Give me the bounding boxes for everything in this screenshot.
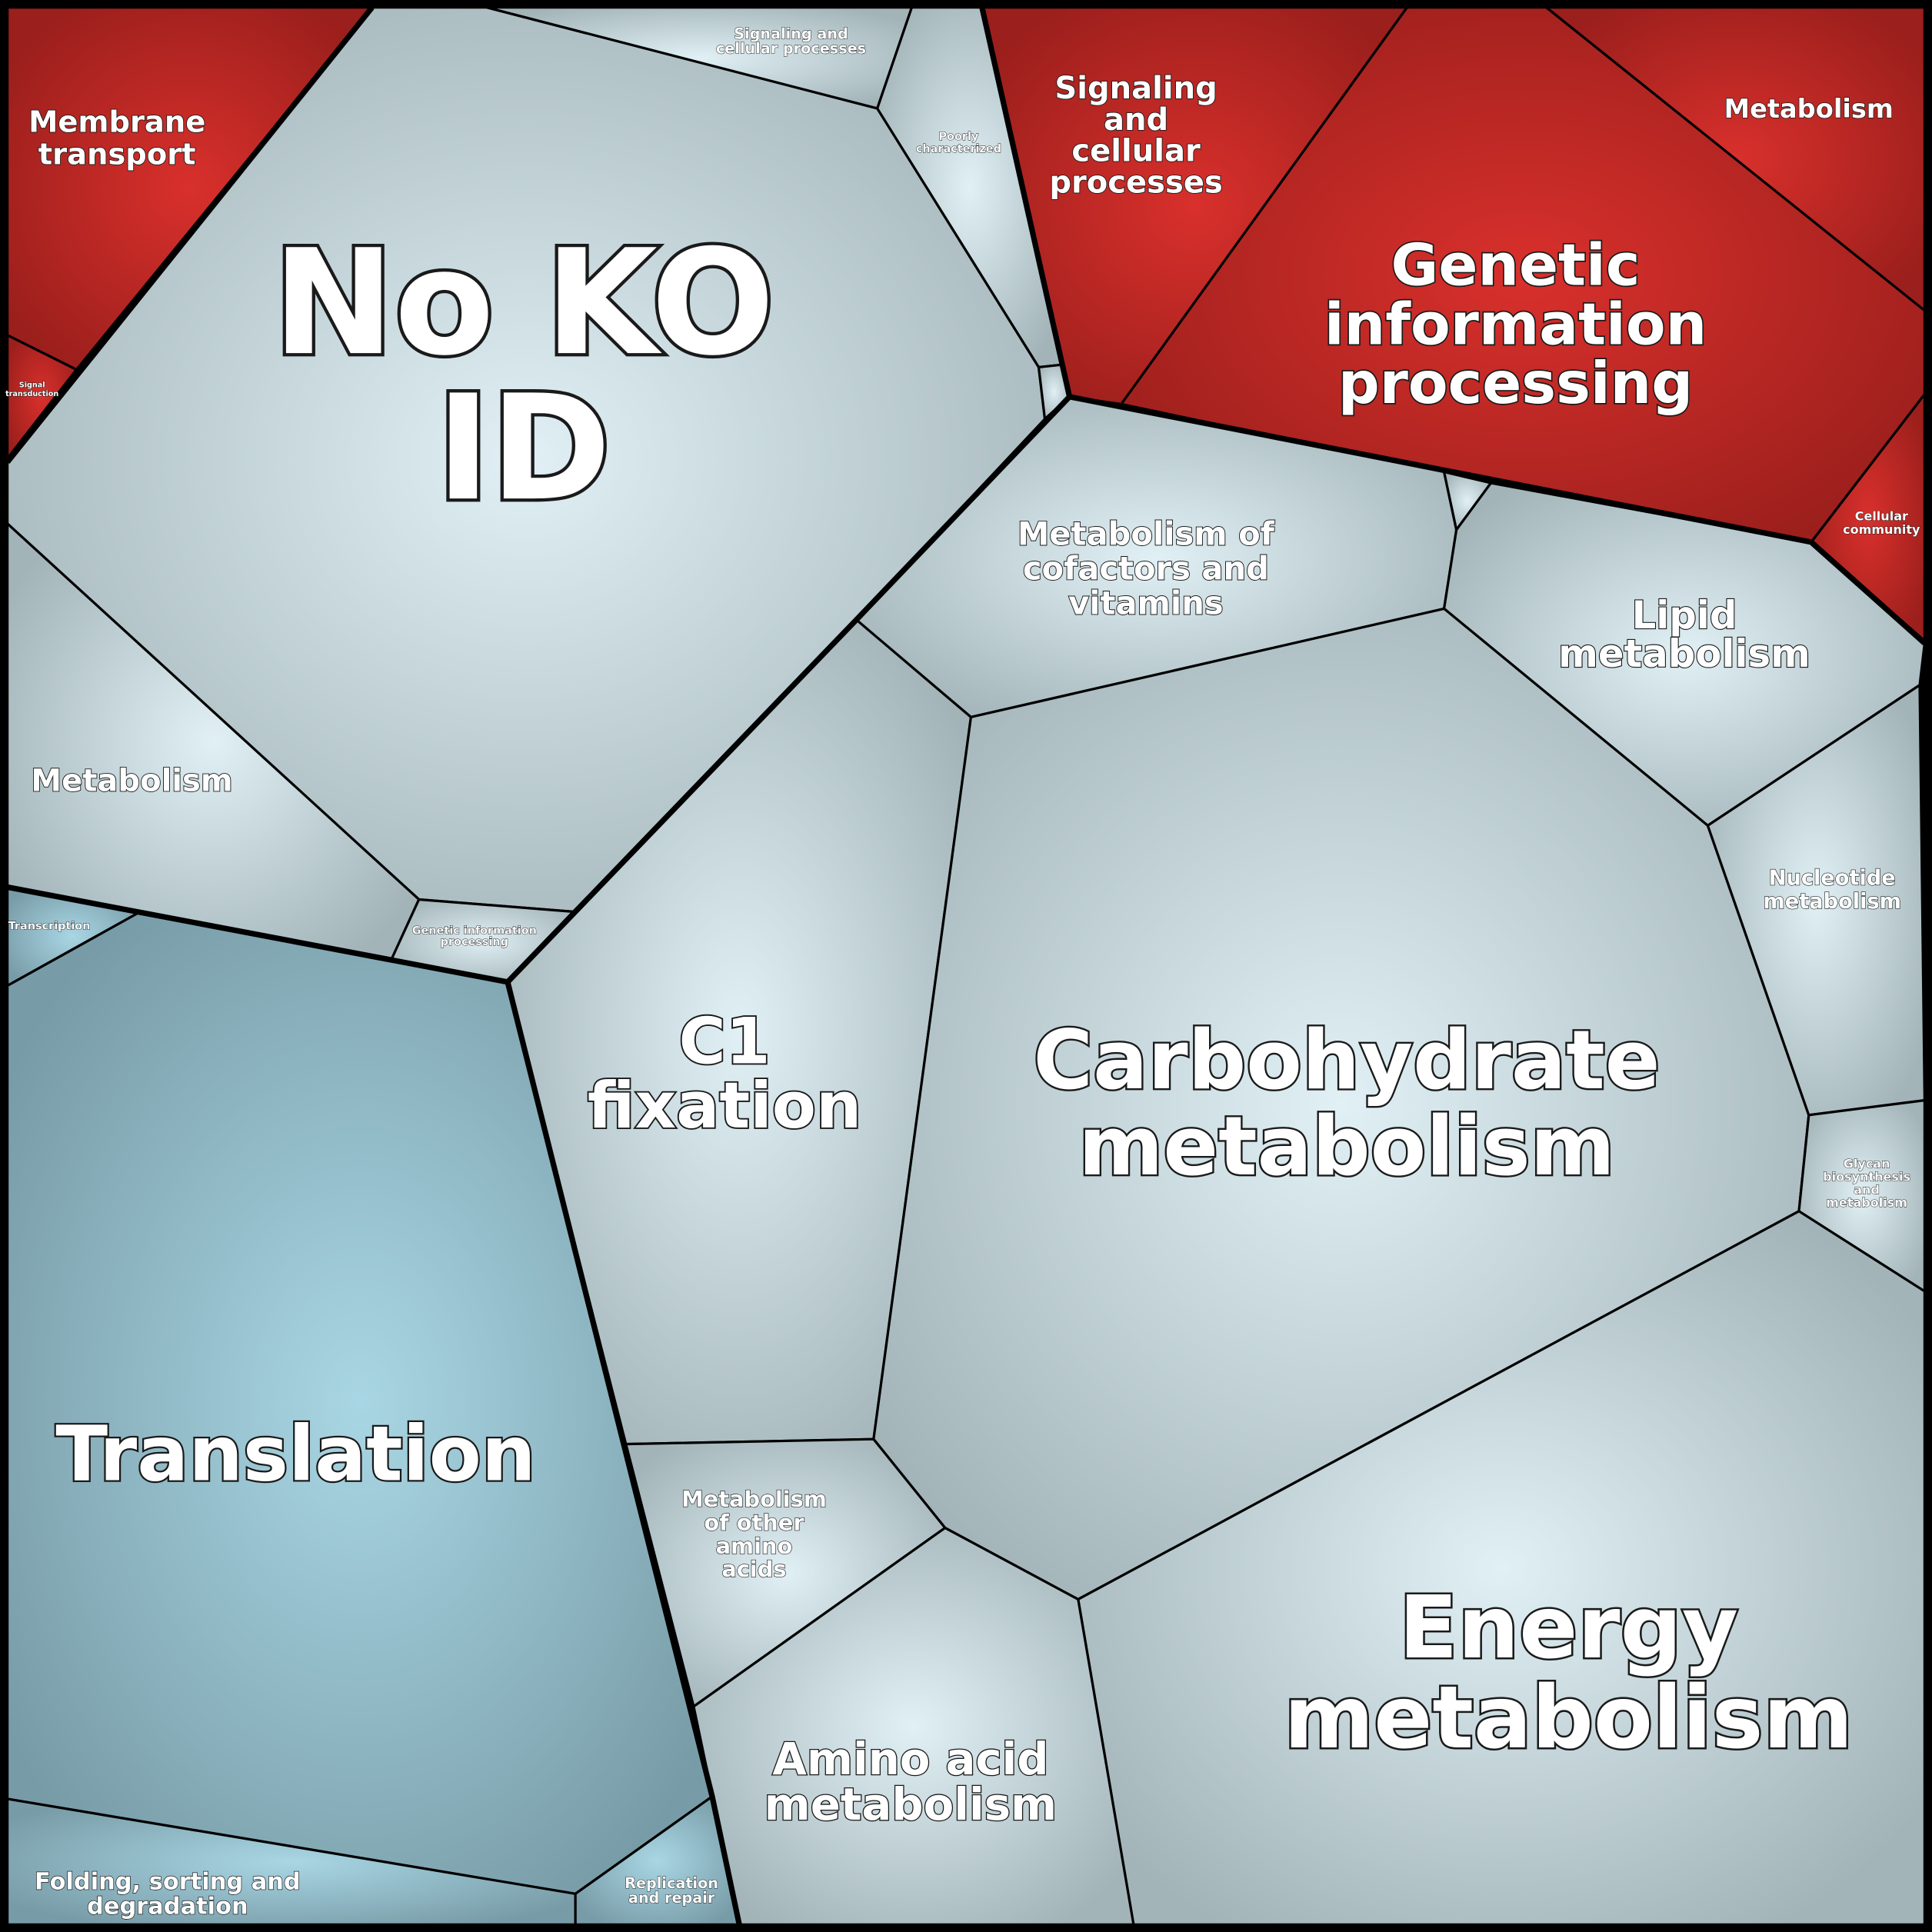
label-line: biosynthesis bbox=[1823, 1169, 1910, 1184]
label-line: and bbox=[1104, 102, 1168, 138]
label-line: Glycan bbox=[1844, 1156, 1890, 1171]
label-line: cellular processes bbox=[716, 39, 866, 57]
label-line: Metabolism bbox=[681, 1486, 827, 1512]
label-line: amino bbox=[716, 1533, 793, 1559]
label-line: Folding, sorting and bbox=[35, 1868, 301, 1895]
label-line: and repair bbox=[628, 1889, 715, 1907]
label-line: processing bbox=[1338, 349, 1693, 417]
cell-label: Signal transduction bbox=[5, 381, 58, 398]
label-line: metabolism bbox=[1763, 889, 1901, 913]
label-line: Amino acid bbox=[772, 1733, 1048, 1785]
label-line: Energy bbox=[1399, 1578, 1738, 1678]
label-line: Poorly bbox=[938, 131, 978, 143]
cell-label: Metabolism bbox=[1724, 93, 1894, 123]
label-line: Genetic information bbox=[412, 924, 537, 937]
label-line: cellular bbox=[1071, 134, 1201, 169]
label-line: fixation bbox=[588, 1068, 862, 1143]
cell-label: Signaling and cellular processes bbox=[1049, 71, 1223, 201]
label-line: metabolism bbox=[1558, 631, 1810, 676]
label-line: metabolism bbox=[1826, 1195, 1907, 1210]
cell-label: Metabolism bbox=[31, 764, 232, 799]
label-line: ID bbox=[436, 364, 611, 533]
label-line: Transcription bbox=[8, 921, 91, 933]
label-line: Metabolism bbox=[31, 764, 232, 799]
cell-label: Folding, sorting and degradation bbox=[35, 1868, 301, 1920]
label-line: and bbox=[1854, 1182, 1880, 1197]
group-border bbox=[505, 981, 742, 1926]
cell-label: Signaling and cellular processes bbox=[716, 25, 866, 57]
label-line: vitamins bbox=[1068, 584, 1224, 621]
label-line: Signaling bbox=[1054, 71, 1217, 106]
label-line: acids bbox=[721, 1556, 786, 1582]
label-line: C1 bbox=[678, 1004, 770, 1078]
cell-label: Membrane transport bbox=[28, 105, 205, 172]
label-line: Replication bbox=[625, 1874, 718, 1891]
cell-label: Carbohydrate metabolism bbox=[1034, 1012, 1661, 1193]
cell-label: Metabolism of other amino acids bbox=[681, 1486, 827, 1582]
label-line: Metabolism bbox=[1724, 93, 1894, 123]
cell-label: Transcription bbox=[8, 921, 91, 933]
label-line: cofactors and bbox=[1023, 549, 1269, 587]
label-line: community bbox=[1843, 522, 1920, 537]
cell-label: Replication and repair bbox=[625, 1874, 718, 1906]
cells bbox=[6, 6, 1926, 1926]
cell-label: Glycan biosynthesis and metabolism bbox=[1823, 1156, 1910, 1209]
cell-label: Translation bbox=[55, 1410, 535, 1498]
label-line: degradation bbox=[87, 1893, 248, 1920]
label-line: Membrane bbox=[28, 105, 205, 139]
label-line: Metabolism of bbox=[1018, 515, 1275, 552]
cell-label: Lipid metabolism bbox=[1558, 593, 1810, 676]
label-line: processing bbox=[441, 936, 508, 948]
label-line: transport bbox=[38, 137, 196, 172]
label-line: information bbox=[1324, 290, 1707, 358]
cell-label: C1 fixation bbox=[588, 1004, 862, 1142]
cell-label: No KO ID bbox=[273, 218, 775, 533]
cell-label: Energy metabolism bbox=[1284, 1578, 1853, 1768]
group-border bbox=[1068, 394, 1927, 645]
label-line: metabolism bbox=[1078, 1098, 1615, 1193]
label-line: processes bbox=[1049, 165, 1223, 201]
label-line: Carbohydrate bbox=[1034, 1012, 1661, 1107]
label-line: Translation bbox=[55, 1410, 535, 1498]
cell-label: Amino acid metabolism bbox=[764, 1733, 1057, 1830]
cell-label: Genetic information processing bbox=[412, 924, 537, 948]
group-border bbox=[5, 5, 375, 465]
label-line: characterized bbox=[916, 143, 1001, 155]
label-line: metabolism bbox=[764, 1778, 1057, 1830]
label-line: Signaling and bbox=[734, 25, 848, 42]
group-border bbox=[6, 6, 1073, 985]
cell-label: Genetic information processing bbox=[1324, 231, 1707, 417]
cell-label: Poorly characterized bbox=[916, 131, 1001, 155]
label-line: Lipid bbox=[1632, 593, 1737, 638]
label-line: Nucleotide bbox=[1769, 866, 1896, 890]
labels: Membrane transport Signal transduction No KO… bbox=[5, 24, 1921, 1920]
label-line: Cellular bbox=[1855, 508, 1908, 523]
cell-label: Cellular community bbox=[1843, 508, 1920, 537]
cell-label: Nucleotide metabolism bbox=[1763, 866, 1901, 913]
label-line: metabolism bbox=[1284, 1668, 1853, 1768]
label-line: No KO bbox=[273, 218, 775, 388]
label-line: Signal bbox=[19, 381, 45, 389]
label-line: Genetic bbox=[1391, 231, 1641, 298]
cell-label: Metabolism of cofactors and vitamins bbox=[1018, 515, 1275, 621]
label-line: transduction bbox=[5, 389, 58, 398]
label-line: of other bbox=[704, 1509, 804, 1535]
